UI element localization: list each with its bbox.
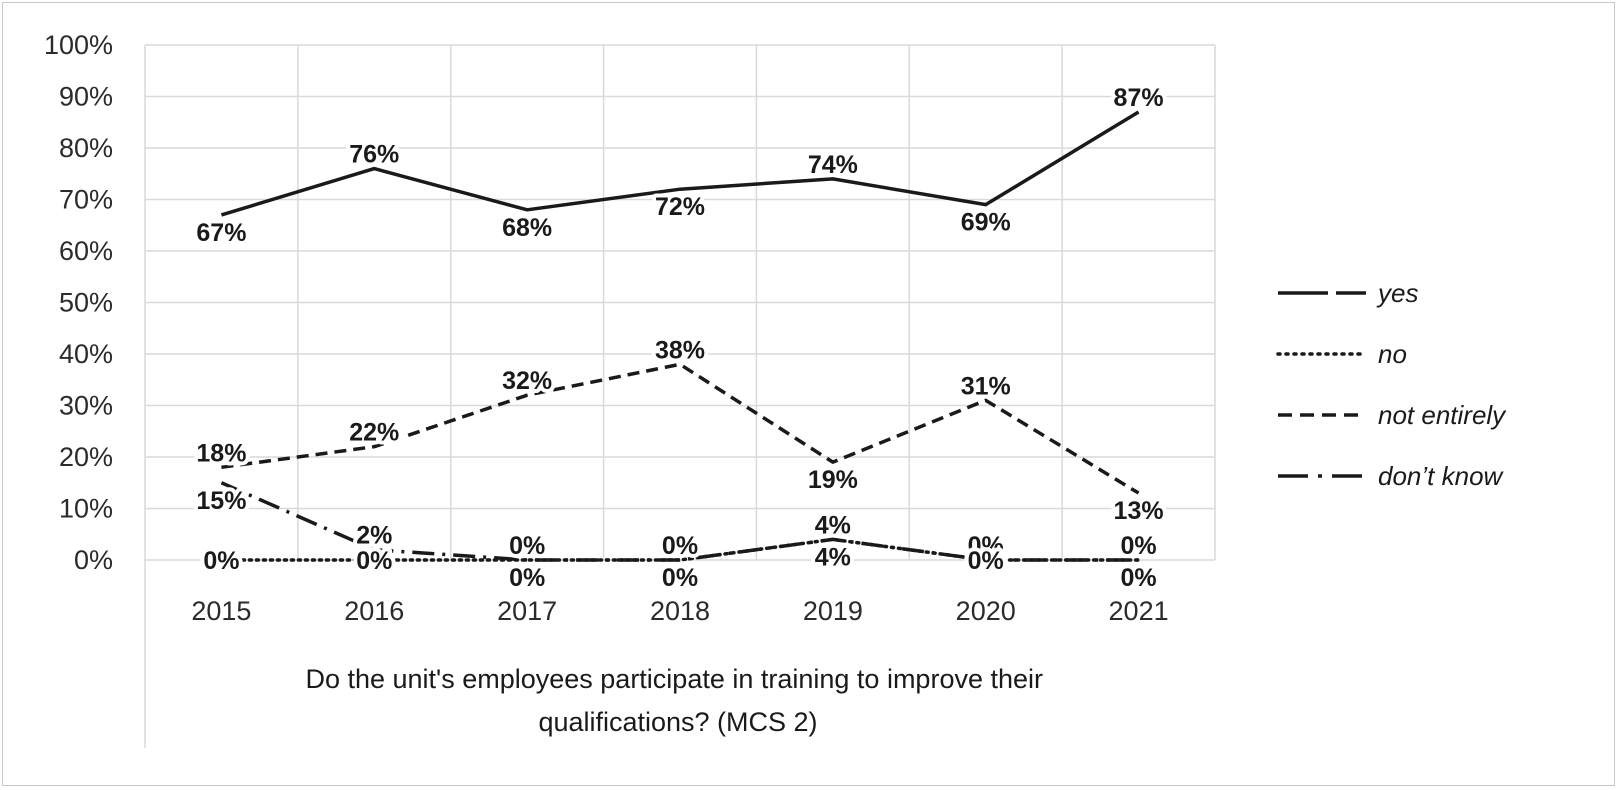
- data-label-halo: 69%: [961, 209, 1011, 237]
- y-axis-ticks: 0% 10% 20% 30% 40% 50% 60% 70% 80% 90% 100%: [44, 30, 113, 575]
- data-label: 15%: [196, 487, 246, 515]
- data-label-halo: 19%: [808, 466, 858, 494]
- legend-label: don’t know: [1378, 461, 1505, 491]
- data-label-halo: 67%: [196, 219, 246, 247]
- series-lines: [219, 110, 1141, 562]
- data-label-halo: 4%: [815, 543, 851, 571]
- y-tick-label: 60%: [59, 236, 113, 266]
- x-tick-label: 2020: [956, 596, 1016, 626]
- data-label: 0%: [968, 532, 1004, 560]
- data-label-halo: 13%: [1114, 497, 1164, 525]
- series-line-yes: [220, 110, 1140, 217]
- data-label: 87%: [1114, 84, 1164, 112]
- data-label: 0%: [509, 564, 545, 592]
- data-label-halo: 74%: [808, 151, 858, 179]
- data-label-halo: 0%: [968, 547, 1004, 575]
- data-label: 22%: [349, 419, 399, 447]
- data-label: 72%: [655, 193, 705, 221]
- x-axis-title-line-1: Do the unit's employees participate in t…: [305, 664, 1043, 694]
- line-chart: 0%10%20%30%40%50%60%70%80%90%100% 2015 20…: [44, 30, 1507, 748]
- y-tick-label: 30%: [59, 391, 113, 421]
- series-line-don-t-know: [220, 481, 1139, 562]
- x-axis-title: Do the unit's employees participate in t…: [305, 664, 1050, 737]
- data-label-halo: 2%: [356, 522, 392, 550]
- x-tick-label: 2016: [344, 596, 404, 626]
- data-label-halo: 0%: [509, 564, 545, 592]
- data-labels: 67%67%76%76%68%68%72%72%74%74%69%69%87%8…: [192, 80, 1167, 596]
- data-label: 74%: [808, 151, 858, 179]
- data-label-halo: 0%: [203, 547, 239, 575]
- data-label: 0%: [509, 532, 545, 560]
- y-tick-label: 50%: [59, 288, 113, 318]
- data-label: 0%: [662, 532, 698, 560]
- data-label: 38%: [655, 336, 705, 364]
- data-label-halo: 87%: [1114, 84, 1164, 112]
- data-label-halo: 0%: [356, 547, 392, 575]
- data-label-halo: 0%: [1121, 564, 1157, 592]
- data-label-halo: 0%: [968, 532, 1004, 560]
- data-label-halo: 32%: [502, 367, 552, 395]
- y-tick-label: 80%: [59, 133, 113, 163]
- x-axis-ticks: 2015 2016 2017 2018 2019 2020 2021: [191, 596, 1168, 626]
- data-label: 2%: [356, 522, 392, 550]
- x-tick-label: 2017: [497, 596, 557, 626]
- data-label-halo: 18%: [196, 439, 246, 467]
- data-label: 69%: [961, 209, 1011, 237]
- data-label-halo: 68%: [502, 214, 552, 242]
- x-tick-label: 2019: [803, 596, 863, 626]
- x-tick-label: 2021: [1109, 596, 1169, 626]
- gridlines: [144, 44, 1216, 748]
- data-label-halo: 0%: [509, 532, 545, 560]
- data-label: 4%: [815, 543, 851, 571]
- data-label-halo: 38%: [655, 336, 705, 364]
- y-tick-label: 0%: [74, 545, 113, 575]
- data-label-halo: 72%: [655, 193, 705, 221]
- y-tick-label: 10%: [59, 494, 113, 524]
- series-line-not-entirely: [221, 362, 1140, 495]
- data-label: 31%: [961, 372, 1011, 400]
- x-axis-title-line-2: qualifications? (MCS 2): [538, 707, 817, 737]
- data-label-halo: 0%: [662, 532, 698, 560]
- data-label-halo: 0%: [1121, 532, 1157, 560]
- legend: yes no not entirely don’t know: [1276, 278, 1507, 491]
- data-label: 0%: [662, 564, 698, 592]
- y-tick-label: 40%: [59, 339, 113, 369]
- data-label: 76%: [349, 141, 399, 169]
- data-label-halo: 31%: [961, 372, 1011, 400]
- legend-label: no: [1378, 339, 1407, 369]
- data-label: 0%: [203, 547, 239, 575]
- data-label-halo: 22%: [349, 419, 399, 447]
- x-tick-label: 2018: [650, 596, 710, 626]
- data-label: 32%: [502, 367, 552, 395]
- y-tick-label: 20%: [59, 442, 113, 472]
- legend-label: not entirely: [1378, 400, 1507, 430]
- data-label: 19%: [808, 466, 858, 494]
- data-label: 0%: [356, 547, 392, 575]
- data-label: 68%: [502, 214, 552, 242]
- x-tick-label: 2015: [191, 596, 251, 626]
- data-label-halo: 0%: [662, 564, 698, 592]
- data-label-halo: 15%: [196, 487, 246, 515]
- y-tick-label: 90%: [59, 82, 113, 112]
- data-label: 18%: [196, 439, 246, 467]
- data-label-halo: 76%: [349, 141, 399, 169]
- data-label: 4%: [815, 511, 851, 539]
- y-tick-label: 70%: [59, 185, 113, 215]
- data-label: 0%: [968, 547, 1004, 575]
- legend-label: yes: [1376, 278, 1418, 308]
- data-label: 67%: [196, 219, 246, 247]
- data-label: 13%: [1114, 497, 1164, 525]
- data-label-halo: 4%: [815, 511, 851, 539]
- data-label: 0%: [1121, 564, 1157, 592]
- data-label: 0%: [1121, 532, 1157, 560]
- y-tick-label: 100%: [44, 30, 113, 60]
